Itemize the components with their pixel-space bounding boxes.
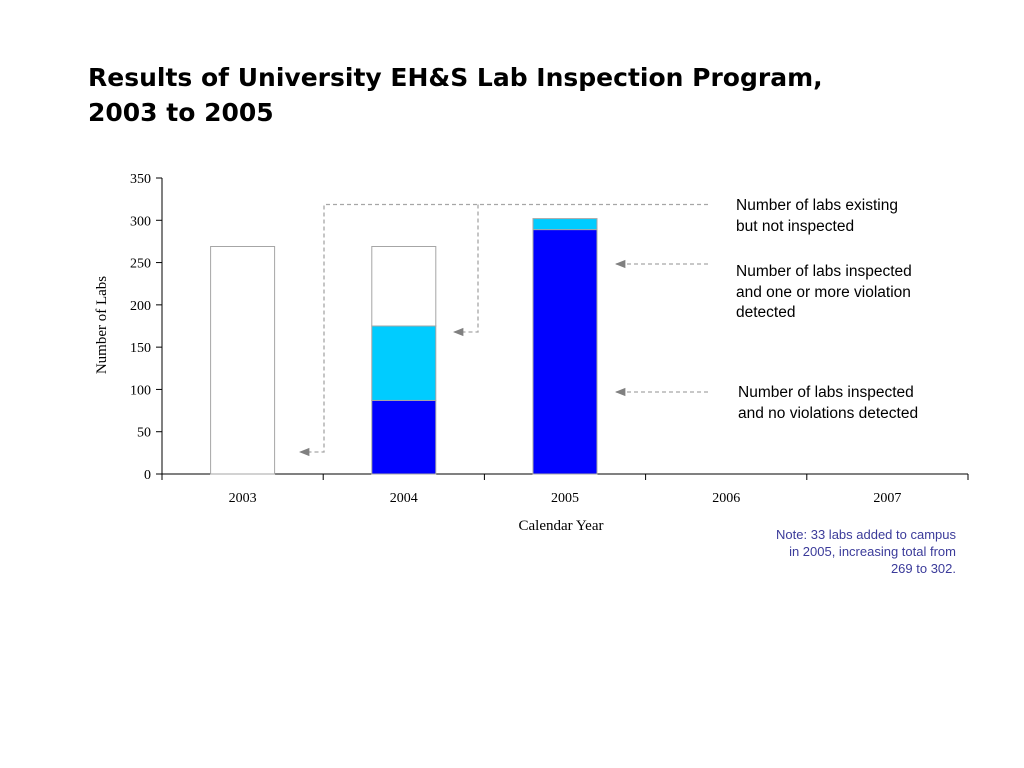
bar-no-violations-2005 (532, 229, 598, 475)
y-axis-title: Number of Labs (94, 276, 110, 374)
callout-violations: Number of labs inspected and one or more… (736, 262, 912, 324)
x-tick-label: 2006 (712, 491, 740, 506)
x-axis-title: Calendar Year (519, 518, 604, 534)
y-tick-label: 100 (130, 383, 151, 398)
callout-line: Number of labs existing (736, 197, 898, 214)
callout-line: but not inspected (736, 217, 855, 235)
leader-not-inspected-2003 (298, 203, 708, 457)
axes: 0 50 100 150 200 250 300 350 2003 2004 2005 2006 200… (130, 172, 969, 506)
y-tick-label: 300 (130, 214, 151, 229)
callout-not-inspected: Number of labs existing but not inspecte… (736, 196, 898, 237)
callout-line: and no violations detected (738, 404, 919, 422)
y-tick-label: 350 (130, 172, 151, 187)
x-tick-label: 2004 (390, 491, 418, 506)
title-line-2: 2003 to 2005 (88, 98, 274, 127)
callout-line: detected (736, 304, 796, 321)
bars (210, 218, 598, 475)
footnote: Note: 33 labs added to campus in 2005, i… (700, 526, 956, 577)
callout-line: and one or more violation (736, 283, 911, 301)
bar-not-inspected-2003 (210, 246, 276, 475)
y-tick-label: 0 (144, 468, 151, 483)
y-tick-label: 200 (130, 299, 151, 314)
bar-violations-2005 (532, 218, 598, 231)
bar-violations-2004 (371, 325, 437, 401)
page-title: Results of University EH&S Lab Inspectio… (88, 60, 968, 130)
callout-no-violations: Number of labs inspected and no violatio… (738, 383, 918, 424)
x-tick-label: 2005 (551, 491, 579, 506)
x-tick-label: 2007 (873, 491, 901, 506)
y-tick-label: 50 (137, 426, 151, 441)
callout-line: Number of labs inspected (738, 384, 914, 401)
callout-leaders (298, 203, 708, 457)
footnote-line: 269 to 302. (890, 561, 956, 576)
y-tick-label: 150 (130, 341, 151, 356)
y-tick-label: 250 (130, 257, 151, 272)
callout-line: Number of labs inspected (736, 263, 912, 280)
leader-not-inspected-2004 (452, 204, 479, 337)
bar-no-violations-2004 (371, 399, 437, 475)
footnote-line: Note: 33 labs added to campus (776, 527, 956, 542)
x-tick-label: 2003 (229, 491, 257, 506)
bar-not-inspected-2004 (371, 246, 437, 327)
title-line-1: Results of University EH&S Lab Inspectio… (88, 63, 823, 92)
footnote-line: in 2005, increasing total from (789, 544, 956, 559)
